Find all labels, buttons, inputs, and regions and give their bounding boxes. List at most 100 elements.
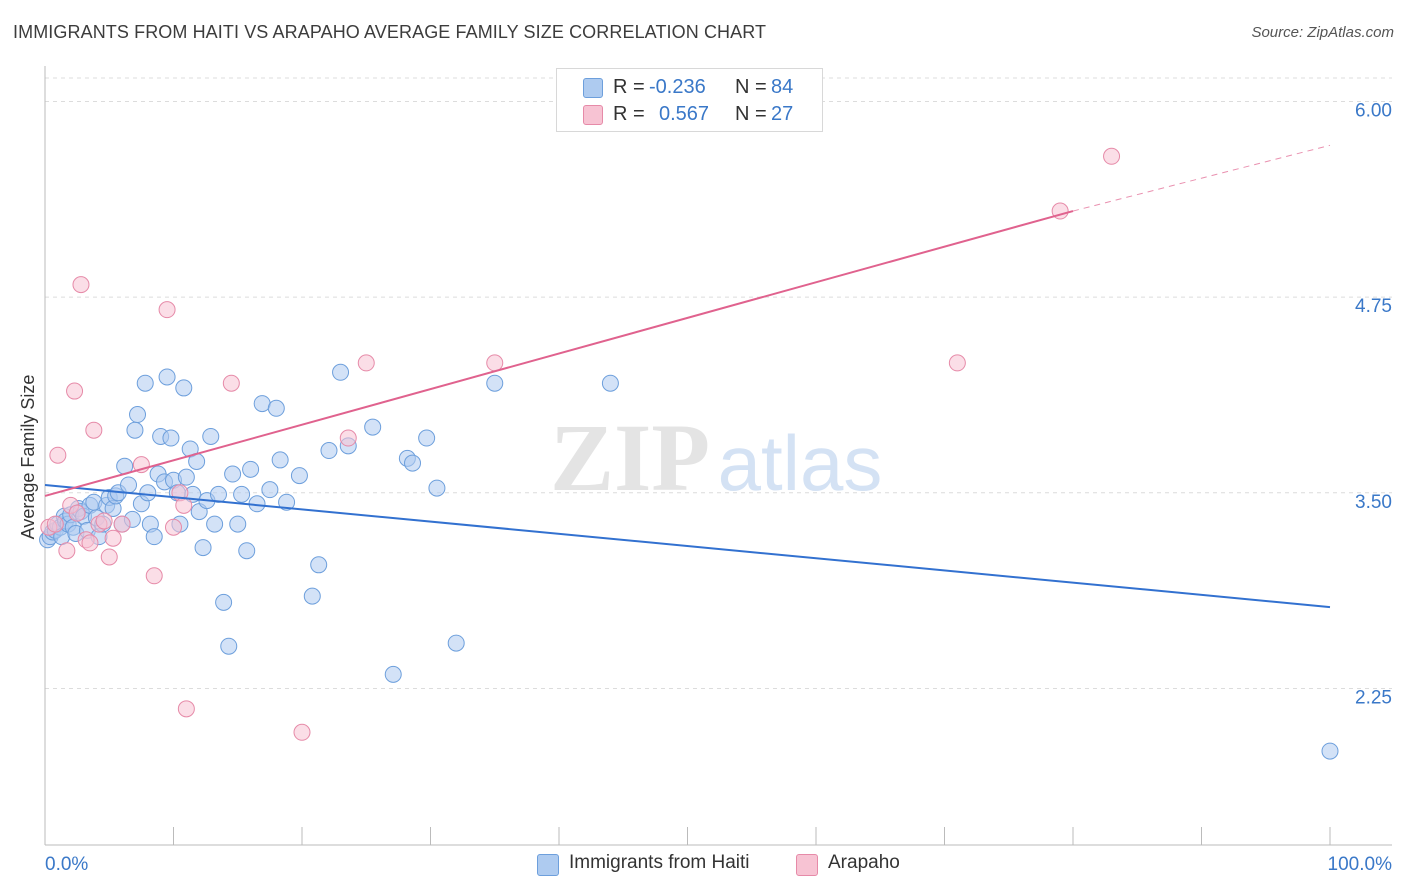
- data-point-arapaho: [95, 512, 113, 530]
- data-point-haiti: [220, 637, 238, 655]
- watermark-zip: ZIP: [550, 404, 710, 511]
- data-point-arapaho: [85, 421, 103, 439]
- data-point-arapaho: [165, 518, 182, 536]
- x-tick-label: 0.0%: [45, 854, 88, 875]
- data-point-arapaho: [81, 534, 99, 552]
- series-arapaho: [40, 147, 1121, 741]
- data-point-arapaho: [145, 567, 163, 585]
- axes: [44, 66, 1392, 846]
- data-point-arapaho: [113, 515, 131, 533]
- y-axis-label: Average Family Size: [18, 375, 38, 540]
- data-point-haiti: [238, 542, 256, 560]
- data-point-haiti: [261, 481, 279, 499]
- data-point-haiti: [320, 442, 338, 460]
- y-tick-label: 4.75: [1355, 296, 1392, 317]
- data-point-arapaho: [222, 374, 240, 392]
- data-point-haiti: [224, 465, 242, 483]
- legend-r-value: 0.567: [659, 102, 710, 125]
- correlation-legend: R = -0.236 N = 84 R = 0.567 N = 27: [556, 68, 823, 132]
- data-point-haiti: [233, 485, 251, 503]
- source-label: Source: ZipAtlas.com: [1251, 24, 1394, 41]
- data-point-haiti: [364, 418, 382, 436]
- legend-swatch-haiti: [583, 78, 603, 98]
- data-point-haiti: [242, 460, 260, 478]
- legend-row-arapaho: R = 0.567 N = 27: [557, 101, 822, 127]
- bottom-legend-swatch-haiti: [537, 854, 559, 876]
- bottom-legend-swatch-arapaho: [796, 854, 818, 876]
- data-point-haiti: [215, 593, 233, 611]
- bottom-legend-label-haiti: Immigrants from Haiti: [569, 852, 750, 873]
- chart-title: IMMIGRANTS FROM HAITI VS ARAPAHO AVERAGE…: [13, 22, 767, 42]
- data-point-arapaho: [486, 354, 504, 372]
- data-point-haiti: [253, 395, 271, 413]
- tick-labels: 2.25 3.50 4.75 6.00 0.0% 100.0%: [45, 100, 1392, 875]
- y-tick-label: 6.00: [1355, 100, 1392, 121]
- data-point-haiti: [310, 556, 328, 574]
- data-point-haiti: [278, 493, 296, 511]
- legend-r-label: R =: [613, 75, 645, 98]
- trend-lines: [44, 144, 1331, 609]
- data-point-haiti: [139, 484, 157, 502]
- data-point-arapaho: [104, 529, 122, 547]
- data-point-haiti: [162, 429, 180, 447]
- y-tick-label: 3.50: [1355, 492, 1392, 513]
- data-point-arapaho: [293, 723, 311, 741]
- data-point-arapaho: [58, 542, 76, 560]
- legend-n-label: N =: [735, 102, 767, 125]
- data-point-arapaho: [1103, 147, 1121, 165]
- watermark-atlas: atlas: [718, 419, 883, 507]
- data-point-haiti: [428, 479, 446, 497]
- data-point-haiti: [229, 515, 247, 533]
- data-point-arapaho: [339, 429, 357, 447]
- data-point-haiti: [158, 368, 176, 386]
- data-point-haiti: [129, 406, 147, 424]
- data-point-arapaho: [158, 301, 176, 319]
- data-point-haiti: [303, 587, 321, 605]
- x-tick-label: 100.0%: [1328, 854, 1393, 875]
- legend-n-value: 84: [771, 75, 794, 98]
- data-point-haiti: [175, 379, 193, 397]
- trend-line-haiti: [44, 483, 1331, 609]
- trend-line-arapaho-extension: [1072, 144, 1331, 212]
- data-point-haiti: [206, 515, 224, 533]
- data-point-haiti: [486, 374, 504, 392]
- data-point-arapaho: [175, 496, 193, 514]
- data-point-haiti: [126, 421, 144, 439]
- y-tick-label: 2.25: [1355, 687, 1392, 708]
- data-point-haiti: [404, 454, 422, 472]
- data-point-haiti: [384, 665, 402, 683]
- data-point-arapaho: [49, 446, 67, 464]
- data-point-arapaho: [100, 548, 118, 566]
- data-point-haiti: [145, 528, 163, 546]
- legend-row-haiti: R = -0.236 N = 84: [557, 74, 822, 100]
- data-point-haiti: [202, 427, 220, 445]
- data-point-arapaho: [66, 382, 84, 400]
- data-point-haiti: [418, 429, 436, 447]
- data-point-haiti: [290, 467, 308, 485]
- data-point-haiti: [601, 374, 619, 392]
- legend-r-label: R =: [613, 102, 645, 125]
- data-point-haiti: [447, 634, 465, 652]
- data-point-haiti: [267, 399, 285, 417]
- legend-swatch-arapaho: [583, 105, 603, 125]
- data-point-arapaho: [68, 504, 86, 522]
- bottom-legend-label-arapaho: Arapaho: [828, 852, 900, 873]
- gridlines: [45, 77, 1392, 689]
- data-point-haiti: [136, 374, 154, 392]
- data-point-arapaho: [357, 354, 375, 372]
- data-point-arapaho: [72, 276, 90, 294]
- data-point-arapaho: [948, 354, 966, 372]
- data-point-arapaho: [177, 700, 195, 718]
- data-point-haiti: [271, 451, 289, 469]
- data-point-haiti: [1321, 742, 1339, 760]
- data-point-haiti: [177, 468, 195, 486]
- data-point-haiti: [332, 363, 350, 381]
- data-point-arapaho: [46, 515, 64, 533]
- legend-n-label: N =: [735, 75, 767, 98]
- legend-r-value: -0.236: [649, 75, 706, 98]
- trend-line-arapaho: [44, 210, 1074, 497]
- data-point-haiti: [194, 539, 212, 557]
- data-point-haiti: [120, 476, 138, 494]
- legend-n-value: 27: [771, 102, 794, 125]
